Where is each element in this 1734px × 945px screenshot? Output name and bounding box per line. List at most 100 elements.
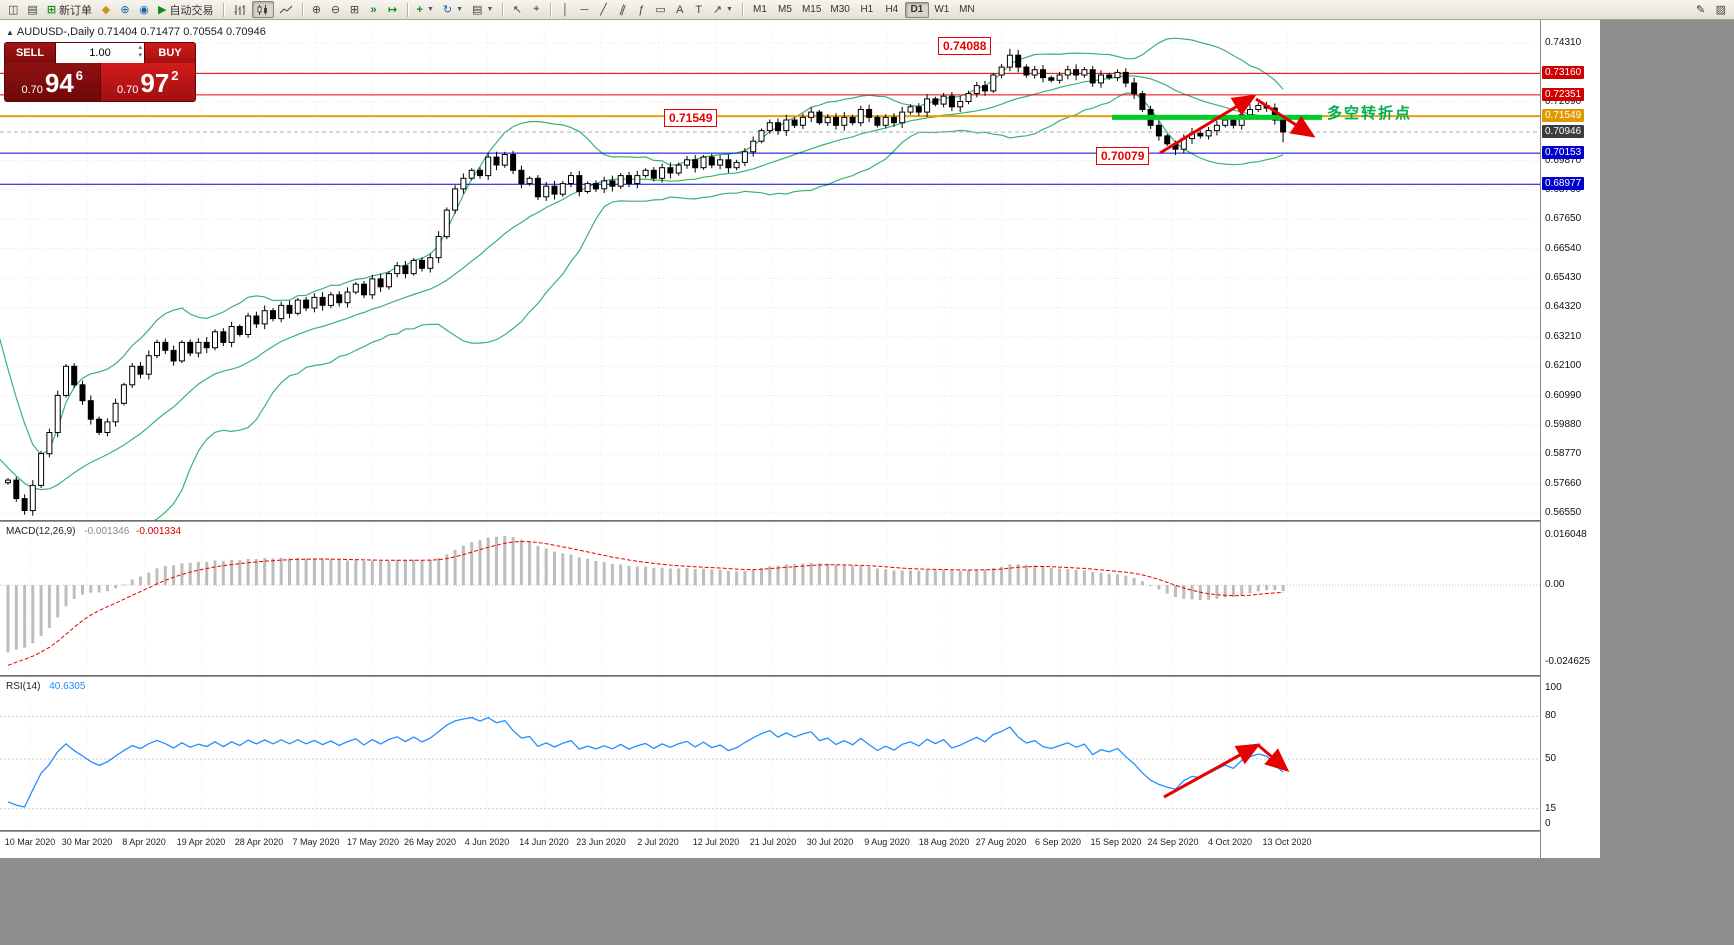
tile-windows-button[interactable]: ⊞ xyxy=(346,1,364,18)
rsi-scale-label: 0 xyxy=(1545,818,1551,829)
date-label: 19 Apr 2020 xyxy=(176,837,226,847)
price-annotation-0.71549[interactable]: 0.71549 xyxy=(664,109,718,127)
toolbar-extra-icon[interactable]: ▨ xyxy=(1712,1,1730,18)
toolbar: ◫ ▤ ⊞ 新订单 ◆ ⊕ ◉ ▶ 自动交易 ⊕ ⊖ ⊞ » ↦ + ▼ ↻ ▼ ▤… xyxy=(0,0,1734,20)
price-annotation-0.70079[interactable]: 0.70079 xyxy=(1096,147,1150,165)
sell-price-display[interactable]: 0.70 94 6 xyxy=(5,63,101,101)
templates-button[interactable]: ▤ ▼ xyxy=(468,1,497,18)
panel-separator[interactable] xyxy=(0,830,1600,832)
volume-decrease-button[interactable]: ▾ xyxy=(138,52,142,59)
timeframe-h1-button[interactable]: H1 xyxy=(860,4,874,15)
rsi-scale-label: 15 xyxy=(1545,803,1557,814)
label-tool[interactable]: T xyxy=(690,1,708,18)
zoom-in-button[interactable]: ⊕ xyxy=(308,1,326,18)
channel-tool[interactable]: ∥ xyxy=(613,1,631,18)
timeframe-m1-button[interactable]: M1 xyxy=(752,4,767,15)
bollinger-middle[interactable] xyxy=(0,75,1284,491)
buy-button[interactable]: BUY xyxy=(145,43,195,63)
volume-field[interactable]: ▴ ▾ xyxy=(55,43,145,63)
bar-chart-icon xyxy=(234,4,244,15)
horizontal-line-tool[interactable]: ─ xyxy=(575,1,593,18)
tile-windows-icon: ⊞ xyxy=(349,4,360,16)
data-window-icon[interactable]: ⊕ xyxy=(116,1,134,18)
channel-icon: ∥ xyxy=(617,3,627,17)
indicators-button[interactable]: + ▼ xyxy=(413,1,438,18)
pencil-tool-icon[interactable]: ✎ xyxy=(1695,4,1706,16)
bar-chart-type-button[interactable] xyxy=(229,1,251,18)
play-icon: ▶ xyxy=(158,4,167,16)
price-tick-label: 0.67650 xyxy=(1545,213,1582,224)
timeframe-m15-button[interactable]: M15 xyxy=(801,4,822,15)
periods-button[interactable]: ↻ ▼ xyxy=(439,1,467,18)
text-tool[interactable]: A xyxy=(671,1,689,18)
rsi-scale-label: 100 xyxy=(1545,682,1562,693)
chevron-down-icon: ▼ xyxy=(426,6,434,13)
auto-scroll-button[interactable]: » xyxy=(365,1,383,18)
macd-signal-line[interactable] xyxy=(7,541,1284,666)
one-click-toggle-icon[interactable]: ▲ xyxy=(6,28,14,37)
new-order-button[interactable]: ⊞ 新订单 xyxy=(43,1,96,18)
window-icon: ◫ xyxy=(8,4,19,16)
rsi-canvas[interactable] xyxy=(0,677,1540,830)
pattern-icon: ▨ xyxy=(1715,4,1726,16)
price-tick-label: 0.72090 xyxy=(1545,96,1582,107)
fibonacci-tool[interactable]: ƒ xyxy=(632,1,650,18)
main-chart-canvas[interactable] xyxy=(0,20,1540,520)
market-watch-icon[interactable]: ◆ xyxy=(97,1,115,18)
bollinger-bands[interactable] xyxy=(0,37,1284,520)
rsi-line[interactable] xyxy=(7,716,1284,808)
line-chart-type-button[interactable] xyxy=(275,1,297,18)
date-axis[interactable]: 10 Mar 2020 30 Mar 2020 8 Apr 2020 19 Apr 2… xyxy=(0,832,1600,858)
navigator-icon[interactable]: ◉ xyxy=(135,1,153,18)
arrows-tool[interactable]: ↗ ▼ xyxy=(709,1,737,18)
rsi-arrow-1[interactable] xyxy=(1163,743,1261,799)
sell-button[interactable]: SELL xyxy=(5,43,55,63)
panel-separator[interactable] xyxy=(0,520,1600,522)
chart-window-icon[interactable]: ◫ xyxy=(4,1,22,18)
price-annotation-0.74088[interactable]: 0.74088 xyxy=(938,37,992,55)
timeframe-mn-button[interactable]: MN xyxy=(959,4,975,15)
separator xyxy=(550,2,552,17)
volume-increase-button[interactable]: ▴ xyxy=(138,44,142,51)
turning-point-note[interactable]: 多空转折点 xyxy=(1327,105,1413,122)
zoom-out-icon: ⊖ xyxy=(330,4,341,16)
chart-shift-button[interactable]: ↦ xyxy=(384,1,402,18)
price-tick-label: 0.69870 xyxy=(1545,155,1582,166)
macd-scale-label: 0.016048 xyxy=(1545,529,1587,540)
buy-price-display[interactable]: 0.70 97 2 xyxy=(100,63,195,101)
rsi-grid xyxy=(0,677,1540,830)
vertical-line-tool[interactable]: │ xyxy=(556,1,574,18)
timeframe-h4-button[interactable]: H4 xyxy=(885,4,899,15)
cursor-tool-button[interactable]: ↖ xyxy=(508,1,526,18)
panel-separator[interactable] xyxy=(0,675,1600,677)
bollinger-upper[interactable] xyxy=(0,37,1284,456)
timeframe-d1-button[interactable]: D1 xyxy=(904,1,929,18)
crosshair-tool-button[interactable]: ⌖ xyxy=(527,1,545,18)
date-label: 30 Jul 2020 xyxy=(806,837,854,847)
macd-panel xyxy=(0,522,1540,675)
auto-trading-button[interactable]: ▶ 自动交易 xyxy=(154,1,217,18)
timeframe-m5-button[interactable]: M5 xyxy=(777,4,792,15)
trendline-icon: ╱ xyxy=(600,4,607,16)
chevron-down-icon: ▼ xyxy=(726,6,733,13)
price-tick-label: 0.66540 xyxy=(1545,243,1582,254)
trend-arrow-2[interactable] xyxy=(1255,97,1316,138)
macd-canvas[interactable] xyxy=(0,522,1540,675)
candlestick-chart-type-button[interactable] xyxy=(251,1,274,18)
trend-arrow-1[interactable] xyxy=(1159,94,1257,155)
volume-input[interactable] xyxy=(56,47,144,59)
price-tick-label: 0.62100 xyxy=(1545,360,1582,371)
cursor-icon: ↖ xyxy=(512,4,522,16)
profile-icon[interactable]: ▤ xyxy=(23,1,41,18)
trendline-tool[interactable]: ╱ xyxy=(594,1,612,18)
macd-histogram[interactable] xyxy=(6,535,1285,653)
candles[interactable] xyxy=(5,48,1287,516)
shapes-tool[interactable]: ▭ xyxy=(651,1,669,18)
price-axis[interactable]: 0.743100.720900.698700.687600.676500.665… xyxy=(1540,20,1600,858)
timeframe-w1-button[interactable]: W1 xyxy=(934,4,950,15)
price-tick-label: 0.59880 xyxy=(1545,419,1582,430)
timeframe-m30-button[interactable]: M30 xyxy=(830,4,850,15)
zoom-out-button[interactable]: ⊖ xyxy=(327,1,345,18)
rsi-arrow-2[interactable] xyxy=(1257,743,1290,772)
profile-glyph-icon: ▤ xyxy=(27,4,38,16)
